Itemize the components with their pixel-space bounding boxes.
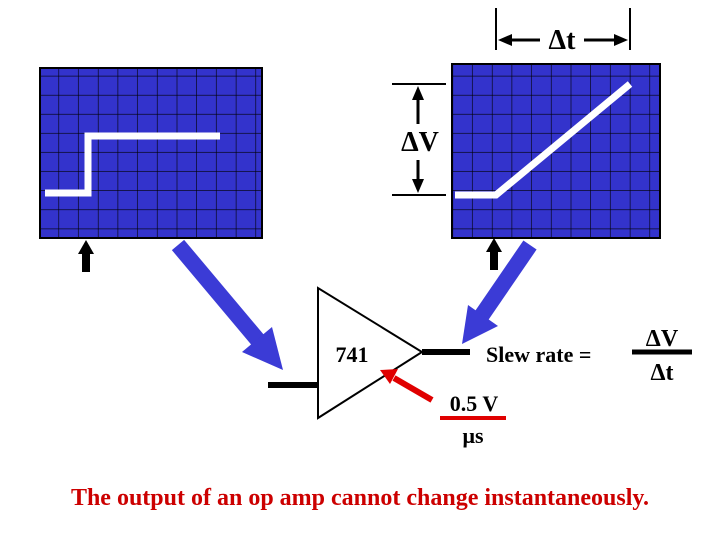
slew-rate-formula: Slew rate = ΔV Δt <box>486 326 692 386</box>
delta-t-label: Δt <box>549 25 577 56</box>
output-trigger-marker <box>486 238 502 270</box>
delta-t-dimension: Δt <box>495 8 631 56</box>
slew-rate-value: 0.5 V μs <box>440 391 506 448</box>
formula-numerator: ΔV <box>646 326 679 352</box>
input-scope-screen <box>39 67 263 239</box>
rate-denominator: μs <box>462 423 483 448</box>
output-scope-screen <box>451 63 661 239</box>
op-amp-symbol: 741 <box>268 286 470 420</box>
op-amp-triangle <box>317 286 424 420</box>
delta-v-dimension: ΔV <box>392 83 446 196</box>
caption: The output of an op amp cannot change in… <box>71 485 649 511</box>
op-amp-model-label: 741 <box>336 342 369 367</box>
red-pointer-arrow <box>380 369 434 403</box>
output-ramp-trace <box>455 81 633 199</box>
output-blue-arrow <box>462 240 537 344</box>
formula-denominator: Δt <box>650 360 673 386</box>
slew-rate-label: Slew rate = <box>486 342 591 367</box>
input-step-trace <box>45 132 220 197</box>
input-blue-arrow <box>171 239 283 370</box>
input-trigger-marker <box>78 240 94 272</box>
rate-numerator: 0.5 V <box>450 391 499 416</box>
delta-v-label: ΔV <box>401 127 439 158</box>
